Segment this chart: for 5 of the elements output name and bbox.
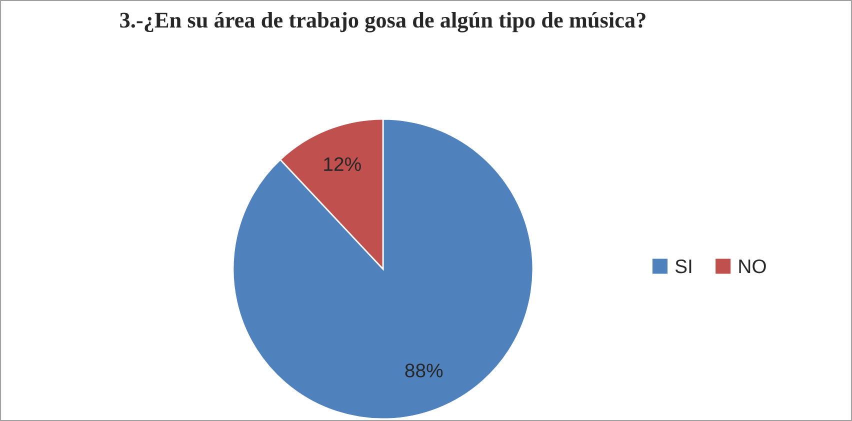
- legend-label: NO: [739, 259, 766, 274]
- legend-label: SI: [675, 259, 692, 274]
- data-label: 88%: [405, 364, 443, 378]
- data-label: 12%: [324, 157, 361, 171]
- chart-title: 3.-¿En su área de trabajo gosa de algún tipo de música?: [120, 12, 646, 32]
